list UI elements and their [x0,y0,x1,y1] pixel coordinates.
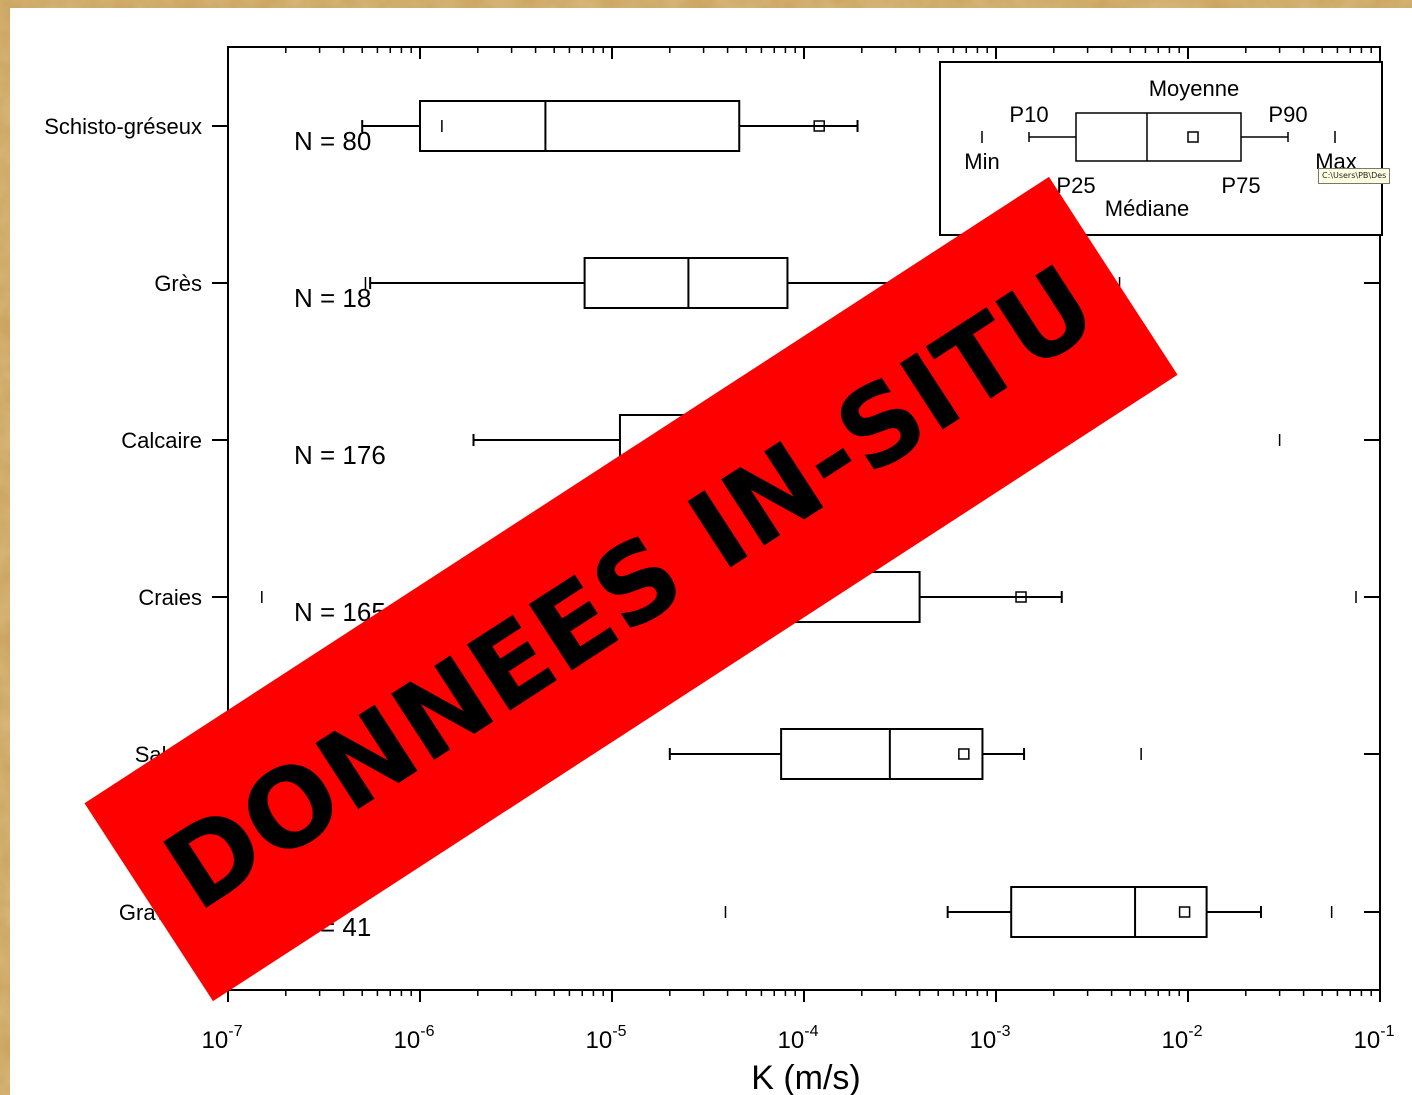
legend-label-median: Médiane [1105,196,1189,221]
legend-label-p75: P75 [1221,173,1260,198]
n-count-label: N = 176 [294,440,386,470]
x-tick-label: 10-5 [586,1023,627,1054]
category-label: Calcaire [121,428,202,453]
x-tick-label: 10-3 [970,1023,1011,1054]
legend-label-mean: Moyenne [1149,76,1240,101]
x-tick-label: 10-1 [1354,1023,1395,1054]
file-path-tooltip: C:\Users\PB\Des [1318,168,1391,184]
x-axis-label: K (m/s) [751,1059,861,1095]
x-tick-label: 10-6 [394,1023,435,1054]
x-tick-label: 10-2 [1162,1023,1203,1054]
banner-text: DONNEES IN-SITU [144,242,1118,935]
x-tick-label: 10-7 [202,1023,243,1054]
n-count-label: N = 80 [294,126,371,156]
legend-label-min: Min [964,149,999,174]
mean-marker [958,748,970,760]
category-label: Grès [154,271,202,296]
box-group [724,886,1333,938]
mean-marker [1015,591,1027,603]
category-label: Craies [138,585,202,610]
box-group [361,100,859,152]
iqr-box [583,257,789,309]
legend-label-p25: P25 [1056,173,1095,198]
banner-background [84,176,1178,1002]
box-group [419,728,1142,780]
legend-label-p90: P90 [1268,102,1307,127]
mean-marker [1178,906,1191,918]
box-group [364,257,1121,309]
iqr-box [1010,886,1208,938]
iqr-box [419,100,741,152]
n-count-label: N = 18 [294,283,371,313]
legend-mean-marker [1187,131,1199,143]
category-label: Schisto-gréseux [44,114,202,139]
legend-label-p10: P10 [1009,102,1048,127]
mean-marker [813,120,825,132]
x-tick-label: 10-4 [778,1023,819,1054]
legend-box [1075,112,1242,162]
iqr-box [780,728,984,780]
